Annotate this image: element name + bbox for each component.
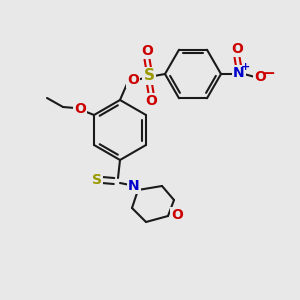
Text: O: O	[141, 44, 153, 58]
Text: O: O	[74, 102, 86, 116]
Text: O: O	[127, 73, 139, 87]
Text: +: +	[242, 62, 250, 72]
Text: S: S	[143, 68, 155, 83]
Text: S: S	[92, 173, 102, 187]
Text: N: N	[128, 179, 140, 193]
Text: O: O	[254, 70, 266, 84]
Text: O: O	[231, 42, 243, 56]
Text: N: N	[233, 66, 245, 80]
Text: O: O	[171, 208, 183, 222]
Text: O: O	[145, 94, 157, 108]
Text: −: −	[262, 65, 275, 80]
